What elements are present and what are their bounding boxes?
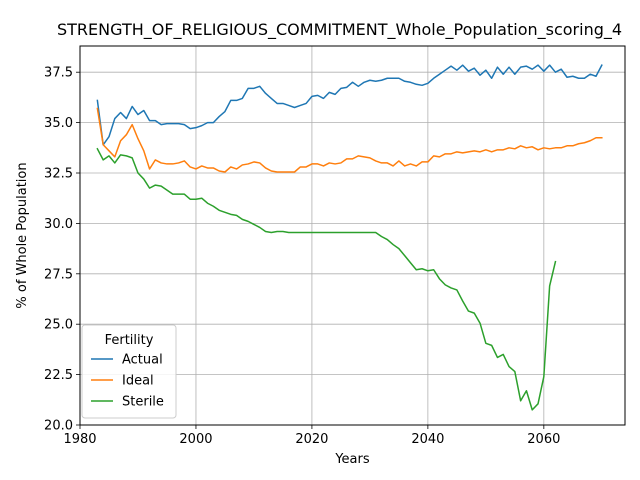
y-tick-label: 27.5 — [44, 267, 73, 282]
legend-label-sterile: Sterile — [122, 395, 164, 410]
x-axis-ticks: 1980 2000 2020 2040 2060 — [63, 425, 560, 447]
x-tick-label: 2060 — [527, 432, 560, 447]
x-tick-label: 2000 — [179, 432, 212, 447]
y-tick-label: 20.0 — [44, 419, 73, 434]
y-tick-label: 30.0 — [44, 217, 73, 232]
chart-title: STRENGTH_OF_RELIGIOUS_COMMITMENT_Whole_P… — [57, 20, 622, 40]
x-axis-label: Years — [334, 452, 370, 467]
legend-label-actual: Actual — [122, 353, 163, 368]
series-line-ideal — [96, 107, 603, 173]
y-tick-label: 35.0 — [44, 116, 73, 131]
y-axis-ticks: 20.0 22.5 25.0 27.5 30.0 32.5 35.0 37.5 — [44, 66, 80, 434]
x-tick-label: 1980 — [63, 432, 96, 447]
plot-frame — [79, 45, 626, 426]
series-line-actual — [96, 64, 603, 146]
legend-label-ideal: Ideal — [122, 374, 154, 389]
series-lines — [96, 64, 603, 411]
legend-box — [81, 324, 177, 419]
y-axis-label: % of Whole Population — [15, 162, 30, 308]
y-tick-label: 32.5 — [44, 167, 73, 182]
x-tick-label: 2040 — [411, 432, 444, 447]
legend: Fertility Actual Ideal Sterile — [81, 324, 177, 419]
legend-title: Fertility — [105, 333, 154, 348]
x-tick-label: 2020 — [295, 432, 328, 447]
y-tick-label: 25.0 — [44, 318, 73, 333]
y-tick-label: 37.5 — [44, 66, 73, 81]
y-tick-label: 22.5 — [44, 368, 73, 383]
series-line-sterile — [96, 147, 557, 411]
